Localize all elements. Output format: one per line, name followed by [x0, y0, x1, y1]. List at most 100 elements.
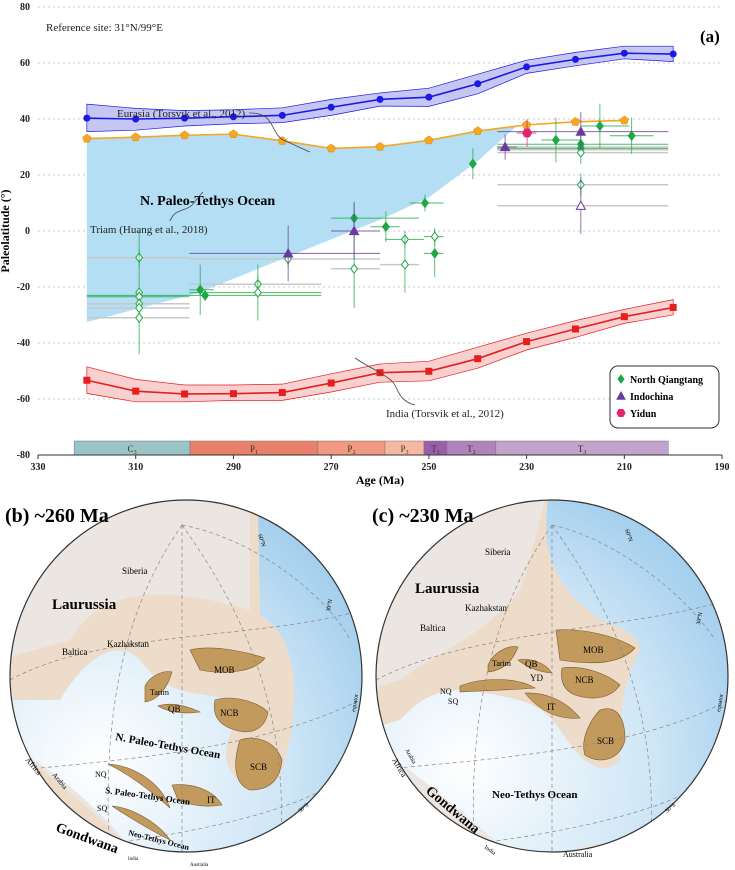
curve-point	[131, 132, 141, 142]
curve-point	[132, 387, 140, 395]
data-point-diamond	[350, 263, 359, 275]
label-tarim-c: Tarim	[492, 659, 512, 668]
y-tick-label: 40	[20, 114, 30, 125]
curve-point	[326, 143, 336, 153]
data-point-diamond	[135, 312, 144, 324]
period-label: T2	[467, 444, 476, 456]
curve-point	[228, 129, 239, 139]
curve-point	[425, 367, 433, 375]
curve-point	[571, 55, 579, 63]
curve-point	[181, 390, 189, 398]
label-kazakhstan: Kazhakstan	[107, 639, 149, 649]
label-30n: 30°N	[325, 598, 334, 612]
legend-label: North Qiangtang	[630, 375, 703, 386]
label-sq-c: SQ	[448, 697, 458, 706]
ncb-block-c	[561, 667, 621, 699]
y-tick-label: -60	[17, 394, 30, 405]
curve-point	[523, 338, 531, 346]
timescale-bar: C3 P1 P2 P3 T1 T2 T3	[73, 440, 669, 456]
india-leader	[354, 357, 416, 406]
y-tick-label: 0	[25, 226, 30, 237]
mob-block	[189, 647, 266, 673]
scb-block-c	[583, 708, 626, 761]
panel-b-map: (b) ~260 Ma Laurussia Siberia Baltica Ka…	[5, 499, 363, 868]
legend-items: North Qiangtang Indochina Yidun	[616, 374, 703, 420]
label-qb-c: QB	[525, 659, 538, 669]
nq-block	[107, 763, 171, 809]
eurasia-leader	[248, 112, 311, 153]
triam-annotation: Triam (Huang et al., 2018)	[90, 224, 208, 236]
curve-point	[277, 136, 287, 145]
curve-point	[570, 116, 581, 126]
panel-label-a: (a)	[700, 27, 720, 46]
confidence-band	[86, 299, 674, 403]
label-equator: equator	[351, 694, 360, 713]
data-point-triangle	[499, 141, 511, 152]
ncb-block	[214, 697, 269, 733]
curve-point	[83, 114, 91, 122]
label-nq: NQ	[95, 770, 107, 779]
period-label: T1	[431, 444, 440, 456]
data-point-diamond	[196, 284, 205, 296]
label-60n-c: 60°N	[623, 528, 634, 543]
data-point-diamond	[430, 248, 439, 259]
label-qb: QB	[168, 704, 181, 714]
x-tick-label: 190	[715, 462, 730, 473]
label-ncb-c: NCB	[575, 675, 594, 685]
label-it-c: IT	[547, 702, 556, 712]
it-block	[171, 784, 223, 807]
curve-point	[620, 49, 628, 57]
y-tick-label: 20	[20, 170, 30, 181]
curve-point	[278, 389, 286, 397]
curve-point	[132, 115, 140, 123]
data-point-diamond	[595, 120, 604, 132]
label-siberia: Siberia	[122, 566, 148, 576]
x-tick-label: 250	[421, 462, 436, 473]
x-tick-label: 270	[324, 462, 339, 473]
data-point-hexagon	[522, 128, 533, 138]
curve-point	[327, 103, 335, 111]
curve-point	[229, 113, 237, 121]
label-india-c: India	[483, 845, 497, 857]
legend-diamond-icon	[617, 374, 625, 384]
label-sq: SQ	[97, 804, 107, 813]
nq-sq-block-c	[459, 679, 536, 693]
data-point-diamond	[253, 287, 262, 298]
label-baltica-c: Baltica	[420, 623, 446, 633]
period-label: P2	[347, 444, 355, 456]
curve-point	[474, 355, 482, 363]
label-australia: Australia	[190, 863, 209, 868]
curve-point	[83, 376, 91, 384]
label-nq-c: NQ	[440, 687, 452, 696]
label-ncb: NCB	[220, 708, 239, 718]
legend-hexagon-icon	[616, 409, 626, 417]
data-point-diamond	[576, 147, 585, 158]
curve-point	[375, 141, 385, 151]
label-india: India	[128, 857, 139, 862]
period-label: P3	[400, 444, 408, 456]
curves	[82, 45, 677, 403]
label-yd-c: YD	[530, 673, 543, 683]
label-scb-c: SCB	[597, 736, 614, 746]
sq-block	[111, 805, 171, 841]
data-point-triangle	[282, 247, 294, 258]
curve-point	[327, 379, 335, 387]
ocean-region	[86, 126, 517, 322]
qb-block	[157, 703, 202, 714]
reference-site: Reference site: 31°N/99°E	[46, 22, 163, 34]
x-tick-label: 310	[128, 462, 143, 473]
curve-point	[424, 135, 434, 145]
eurasia-annotation: Eurasia (Torsvik et al., 2012)	[117, 108, 245, 120]
data-point-triangle	[348, 225, 360, 236]
globe-b-outline	[9, 499, 363, 853]
data-point-diamond	[627, 130, 636, 142]
triam-leader	[169, 191, 204, 222]
data-point-diamond	[551, 134, 560, 146]
curve-point	[571, 325, 579, 333]
curve-point	[474, 80, 482, 88]
tarim-block-c	[487, 646, 519, 673]
label-kazakhstan-c: Kazhakstan	[465, 603, 507, 613]
label-60n: 60°N	[256, 533, 267, 548]
curve-line	[86, 119, 625, 150]
